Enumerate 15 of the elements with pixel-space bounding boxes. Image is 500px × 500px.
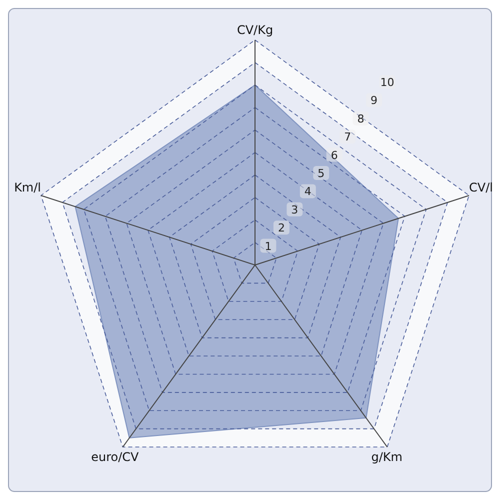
y-tick-label: 4 — [304, 185, 312, 198]
y-tick-label: 9 — [370, 94, 378, 108]
y-tick-label: 6 — [330, 148, 338, 162]
spoke-label: CV/l — [468, 180, 493, 194]
spoke-label: CV/Kg — [236, 23, 274, 37]
spoke-label: Km/l — [14, 180, 42, 194]
y-tick-label: 5 — [318, 166, 325, 180]
spoke-label: euro/CV — [91, 450, 140, 464]
y-tick-label: 3 — [291, 203, 298, 216]
spoke-label: g/Km — [371, 450, 402, 464]
y-tick-label: 1 — [264, 240, 272, 253]
y-tick-label: 2 — [278, 222, 285, 235]
y-tick-label: 8 — [357, 112, 364, 126]
y-tick-label: 10 — [380, 76, 394, 89]
y-tick-label: 7 — [344, 130, 352, 144]
